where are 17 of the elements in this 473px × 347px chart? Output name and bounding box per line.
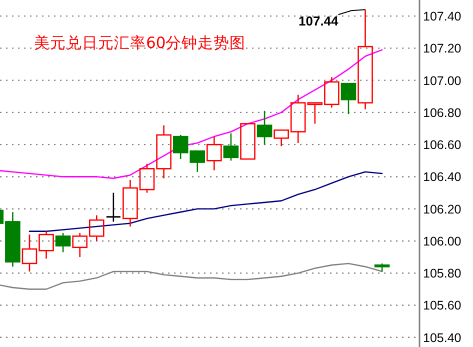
y-tick-label: 107.20 — [423, 42, 462, 56]
y-tick-label: 106.60 — [423, 138, 462, 152]
y-tick-label: 107.40 — [423, 10, 462, 24]
y-tick-label: 106.40 — [423, 170, 462, 184]
candlestick — [358, 8, 373, 110]
y-tick-label: 105.40 — [423, 330, 462, 345]
y-tick-label: 105.60 — [423, 298, 462, 313]
y-tick-label: 107.00 — [423, 74, 462, 88]
y-tick-label: 105.80 — [423, 266, 462, 281]
candlestick — [340, 82, 356, 115]
candlestick — [240, 123, 256, 160]
y-tick-label: 106.20 — [423, 202, 462, 216]
y-tick-label: 106.00 — [423, 234, 462, 248]
annotation: 107.44 — [298, 14, 340, 29]
text: 美元兑日元汇率60分钟走势图 — [34, 34, 246, 52]
candlestick — [206, 136, 222, 171]
y-tick-label: 106.80 — [423, 106, 462, 120]
